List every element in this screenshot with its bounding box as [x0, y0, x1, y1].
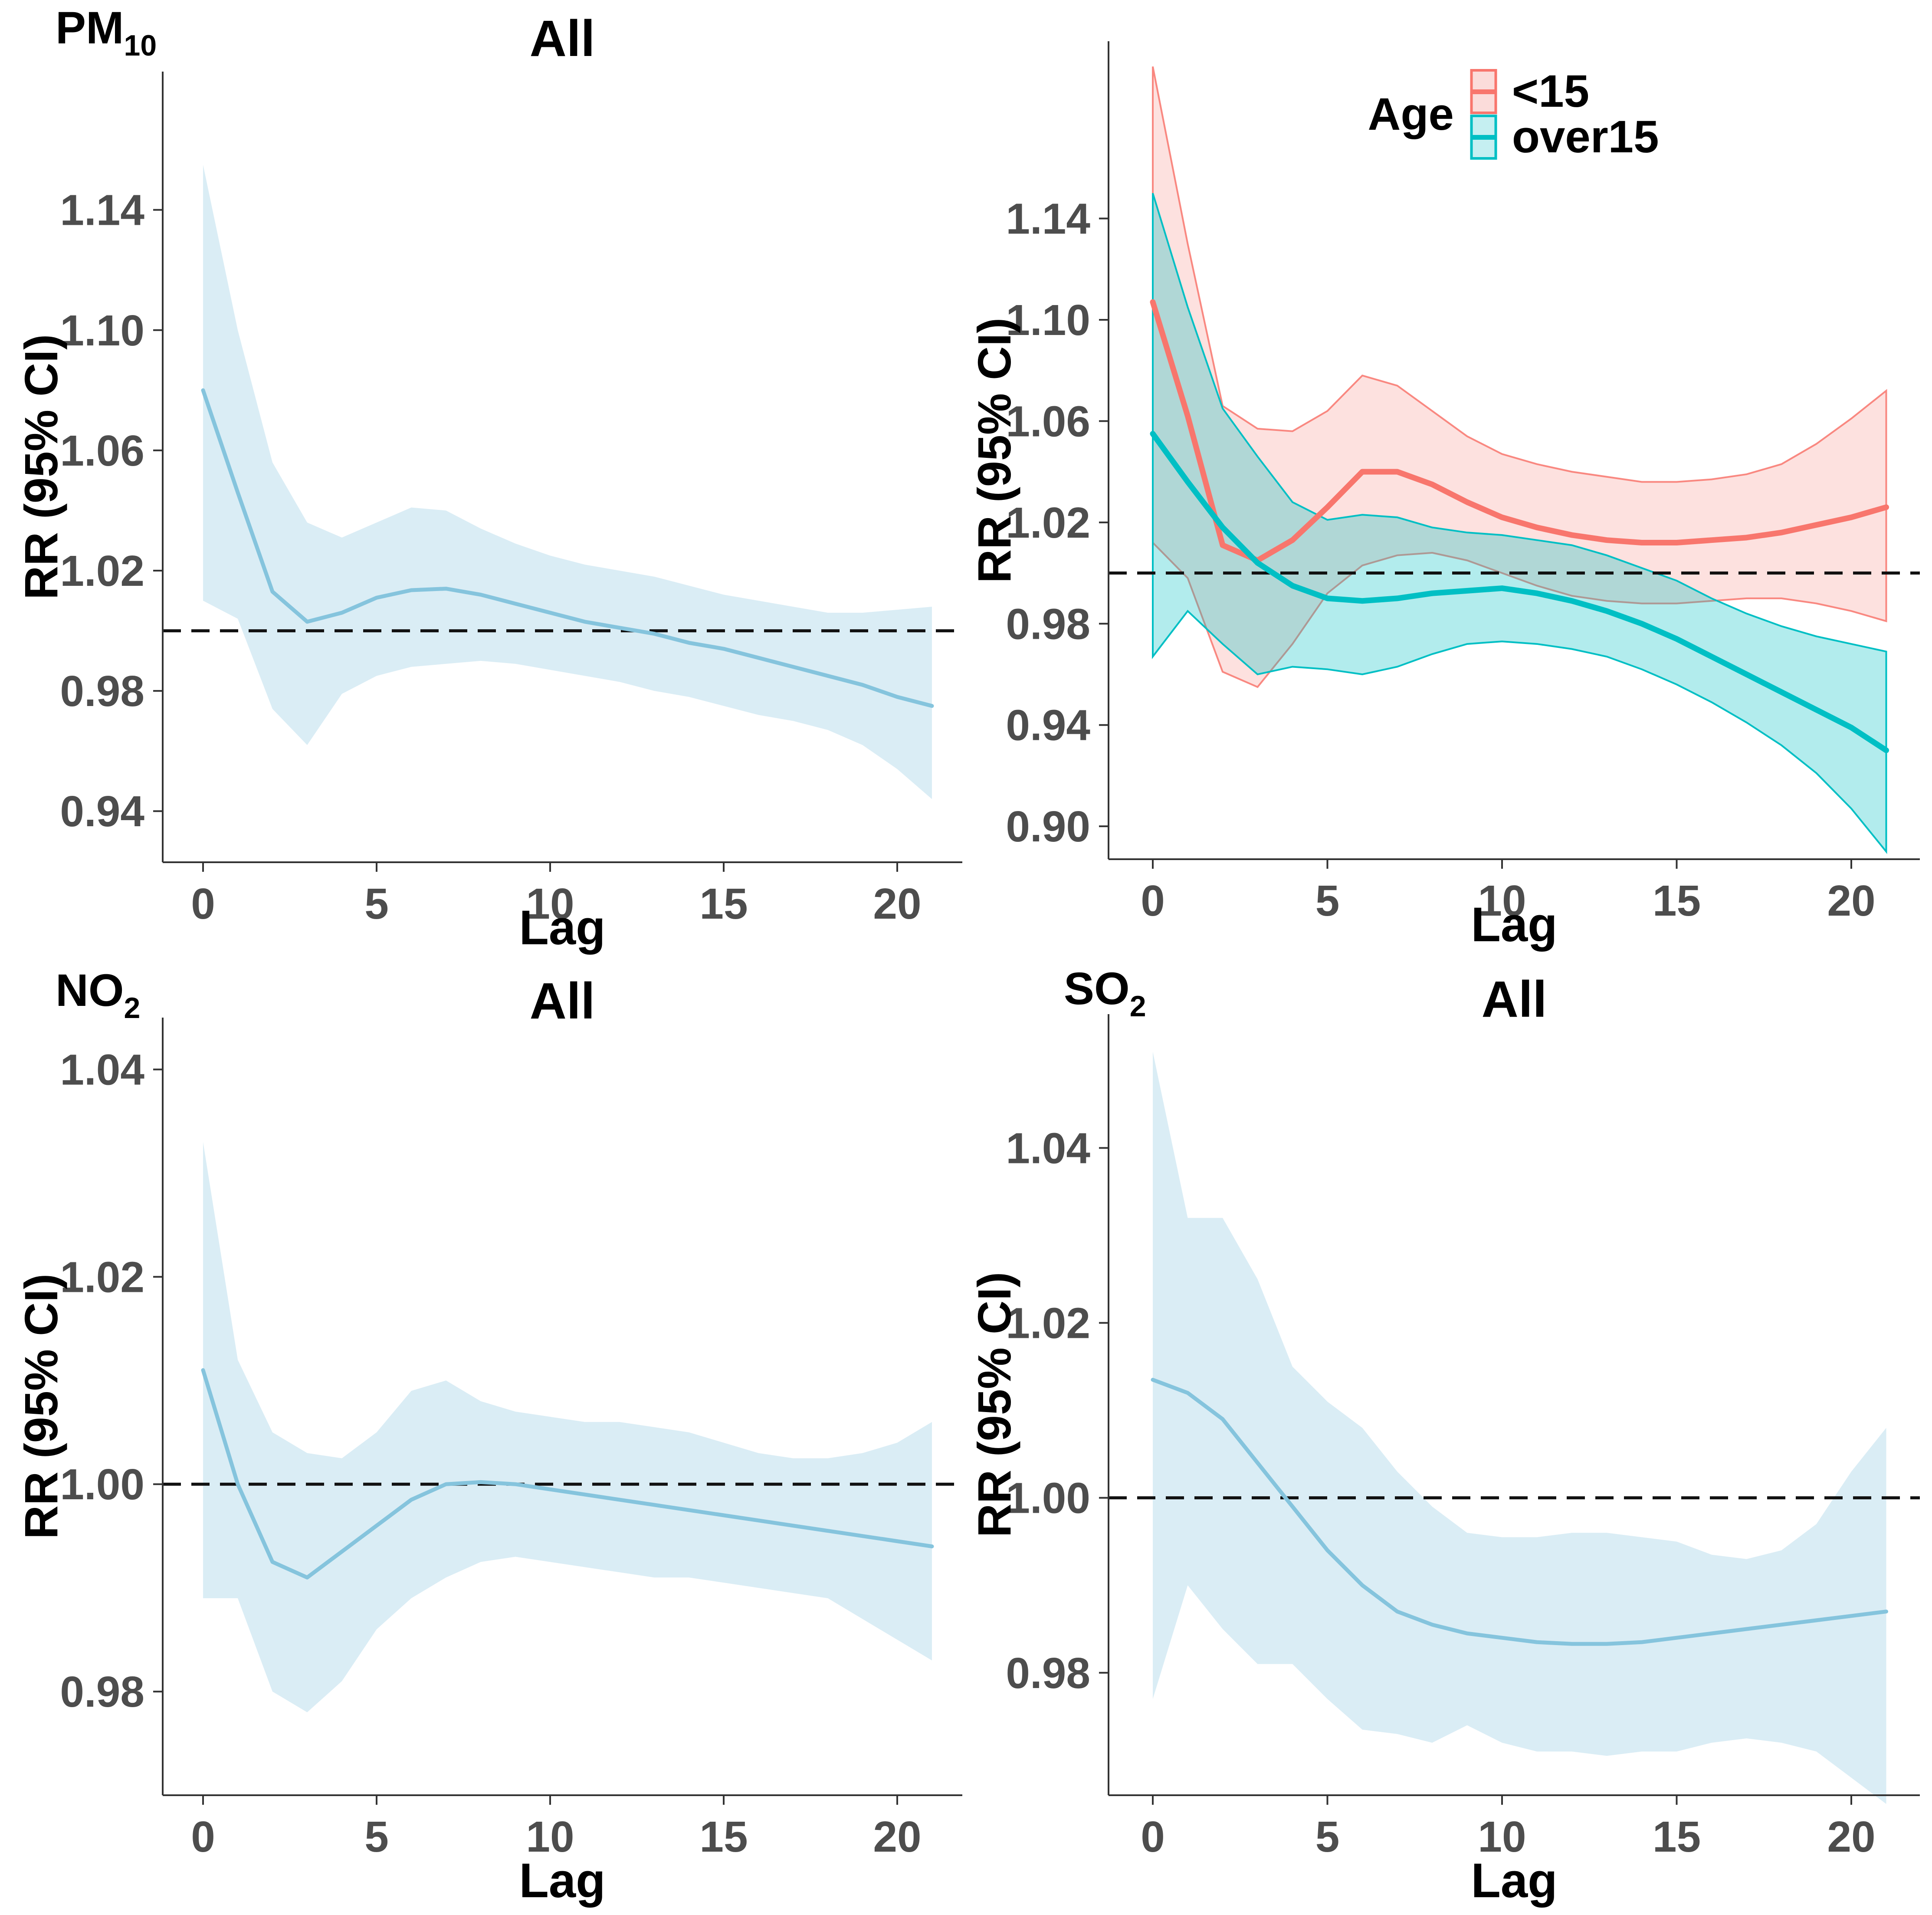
legend-item-over15: over15	[1470, 114, 1659, 160]
svg-text:1.06: 1.06	[60, 427, 144, 475]
svg-text:20: 20	[873, 880, 921, 928]
svg-text:0.90: 0.90	[1006, 802, 1090, 851]
svg-text:0.94: 0.94	[1006, 701, 1090, 750]
svg-text:0.94: 0.94	[60, 787, 144, 836]
svg-text:1.06: 1.06	[1006, 397, 1090, 446]
panel-title: All	[529, 10, 595, 67]
svg-text:1.02: 1.02	[60, 1253, 144, 1301]
pollutant-tag-main: NO	[56, 965, 124, 1016]
x-axis-title: Lag	[1471, 1853, 1558, 1908]
svg-text:1.14: 1.14	[1006, 195, 1090, 243]
pollutant-tag-main: PM	[56, 3, 124, 53]
svg-text:0.98: 0.98	[60, 667, 144, 716]
panel-so2-all: 0.98 1.00 1.02 1.04 0 5 10 15 20 SO2 All RR (95%…	[968, 955, 1932, 1915]
legend-key-icon	[1470, 114, 1497, 160]
svg-text:5: 5	[1315, 1813, 1340, 1861]
x-axis-title: Lag	[519, 900, 606, 955]
chart-pm10-all: 0.94 0.98 1.02 1.06 1.10 1.14 0 5 10 15 20	[60, 72, 962, 928]
chart-pm10-by-age: 0.90 0.94 0.98 1.02 1.06 1.10 1.14 0 5 10 15 20	[1006, 41, 1920, 925]
svg-text:5: 5	[364, 1813, 389, 1861]
pollutant-tag-sub: 2	[124, 992, 141, 1025]
svg-text:1.00: 1.00	[1006, 1474, 1090, 1523]
pollutant-tag-no2: NO2	[56, 968, 140, 1023]
svg-text:1.04: 1.04	[60, 1045, 144, 1094]
svg-text:15: 15	[1653, 1813, 1701, 1861]
legend-items: <15 over15	[1470, 69, 1659, 160]
svg-text:20: 20	[873, 1813, 921, 1861]
svg-text:0: 0	[191, 1813, 215, 1861]
svg-text:1.00: 1.00	[60, 1460, 144, 1509]
svg-text:0: 0	[1141, 1813, 1165, 1861]
panel-pm10-by-age: 0.90 0.94 0.98 1.02 1.06 1.10 1.14 0 5 10 15 20 Age…	[968, 0, 1932, 955]
pollutant-tag-sub: 10	[124, 29, 157, 62]
svg-text:0: 0	[1141, 877, 1165, 925]
svg-text:1.02: 1.02	[1006, 499, 1090, 547]
legend-title: Age	[1368, 89, 1454, 140]
svg-text:0: 0	[191, 880, 215, 928]
svg-text:1.14: 1.14	[60, 186, 144, 235]
pollutant-tag-main: SO	[1064, 963, 1130, 1014]
y-axis-title: RR (95% CI)	[968, 1271, 1020, 1538]
panel-no2-all: 0.98 1.00 1.02 1.04 0 5 10 15 20 NO2 All RR (95%…	[0, 955, 968, 1915]
svg-text:20: 20	[1827, 1813, 1875, 1861]
svg-text:10: 10	[526, 1813, 574, 1861]
svg-text:10: 10	[526, 880, 574, 928]
svg-text:10: 10	[1478, 877, 1526, 925]
pollutant-tag-so2: SO2	[1064, 966, 1146, 1021]
svg-text:1.02: 1.02	[60, 547, 144, 595]
panel-title: All	[529, 972, 595, 1030]
legend-item-15: <15	[1470, 69, 1659, 114]
age-legend: Age <15 over15	[1368, 69, 1659, 160]
x-axis-title: Lag	[1471, 897, 1558, 952]
y-axis-title: RR (95% CI)	[968, 317, 1020, 584]
svg-text:1.04: 1.04	[1006, 1124, 1090, 1173]
svg-text:0.98: 0.98	[60, 1668, 144, 1716]
svg-text:1.10: 1.10	[60, 306, 144, 355]
svg-text:15: 15	[699, 880, 748, 928]
svg-text:20: 20	[1827, 877, 1875, 925]
svg-text:0.98: 0.98	[1006, 1649, 1090, 1698]
chart-so2-all: 0.98 1.00 1.02 1.04 0 5 10 15 20	[1006, 1014, 1920, 1861]
panel-title: All	[1481, 971, 1547, 1028]
y-axis-title: RR (95% CI)	[15, 1273, 67, 1540]
svg-text:15: 15	[699, 1813, 748, 1861]
chart-no2-all: 0.98 1.00 1.02 1.04 0 5 10 15 20	[60, 1018, 962, 1861]
svg-text:5: 5	[364, 880, 389, 928]
y-axis-title: RR (95% CI)	[15, 334, 67, 600]
svg-text:5: 5	[1315, 877, 1340, 925]
svg-text:15: 15	[1653, 877, 1701, 925]
svg-text:1.10: 1.10	[1006, 296, 1090, 345]
pollutant-tag-sub: 2	[1129, 990, 1146, 1023]
legend-label: over15	[1512, 112, 1659, 162]
pollutant-tag-pm10: PM10	[56, 5, 157, 60]
svg-text:0.98: 0.98	[1006, 600, 1090, 648]
legend-key-icon	[1470, 69, 1497, 114]
legend-label: <15	[1512, 66, 1590, 117]
x-axis-title: Lag	[519, 1853, 606, 1908]
svg-text:1.02: 1.02	[1006, 1299, 1090, 1348]
panel-pm10-all: 0.94 0.98 1.02 1.06 1.10 1.14 0 5 10 15 20 PM10 Al…	[0, 0, 968, 955]
svg-text:10: 10	[1478, 1813, 1526, 1861]
